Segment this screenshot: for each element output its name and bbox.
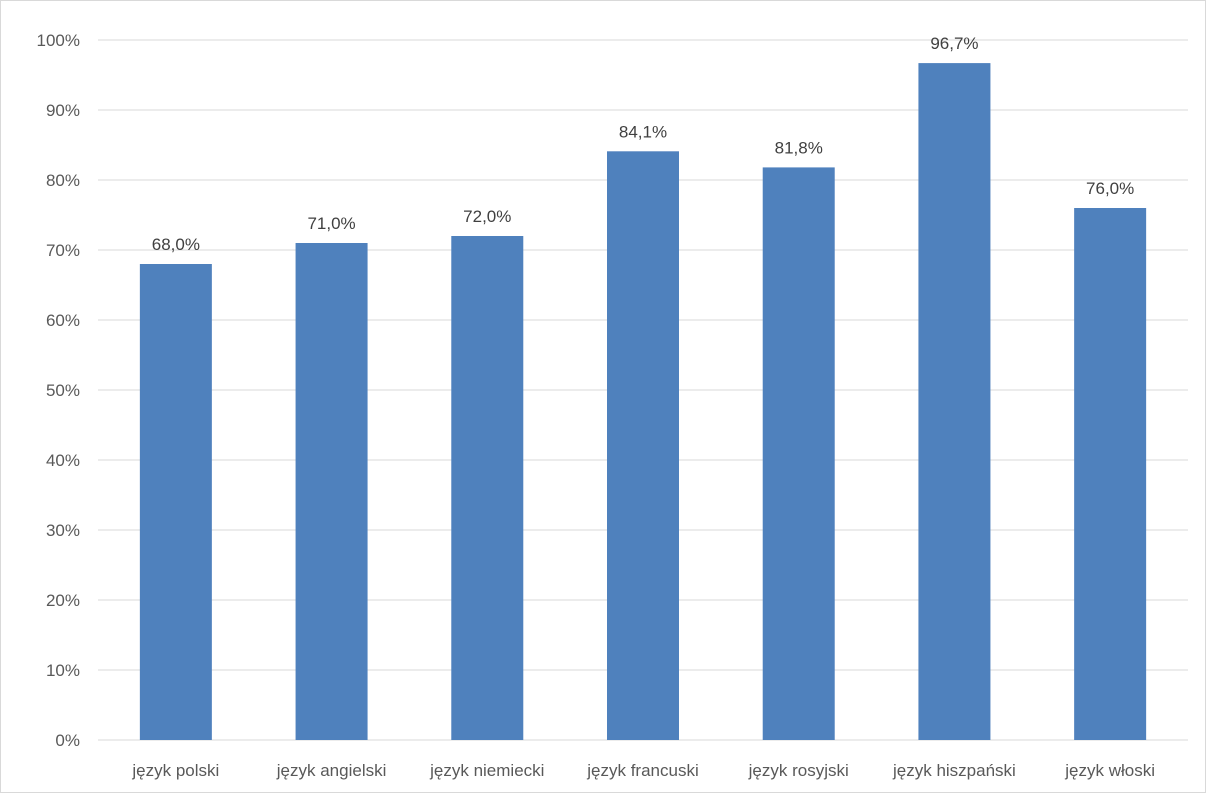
data-label: 68,0% [152,235,200,254]
x-tick-label: język angielski [276,761,387,780]
x-tick-label: język rosyjski [748,761,849,780]
bar [607,151,679,741]
data-label: 72,0% [463,207,511,226]
data-label: 81,8% [775,138,823,157]
data-label: 84,1% [619,122,667,141]
y-tick-label: 20% [46,591,80,610]
x-tick-label: język niemiecki [429,761,544,780]
y-tick-label: 0% [55,731,80,750]
x-tick-label: język francuski [586,761,698,780]
y-tick-label: 50% [46,381,80,400]
y-tick-label: 70% [46,241,80,260]
y-tick-label: 80% [46,171,80,190]
bar [1074,208,1147,740]
y-tick-label: 90% [46,101,80,120]
y-tick-label: 40% [46,451,80,470]
data-label: 96,7% [930,34,978,53]
bar [295,243,368,740]
bar [139,264,212,740]
x-tick-label: język włoski [1064,761,1155,780]
x-tick-label: język hiszpański [892,761,1016,780]
y-tick-label: 100% [37,31,80,50]
y-tick-label: 60% [46,311,80,330]
bar [451,236,524,740]
y-tick-label: 30% [46,521,80,540]
data-label: 76,0% [1086,179,1134,198]
y-tick-label: 10% [46,661,80,680]
bar [918,63,991,741]
data-label: 71,0% [307,214,355,233]
bar [762,167,835,740]
x-tick-label: język polski [131,761,219,780]
